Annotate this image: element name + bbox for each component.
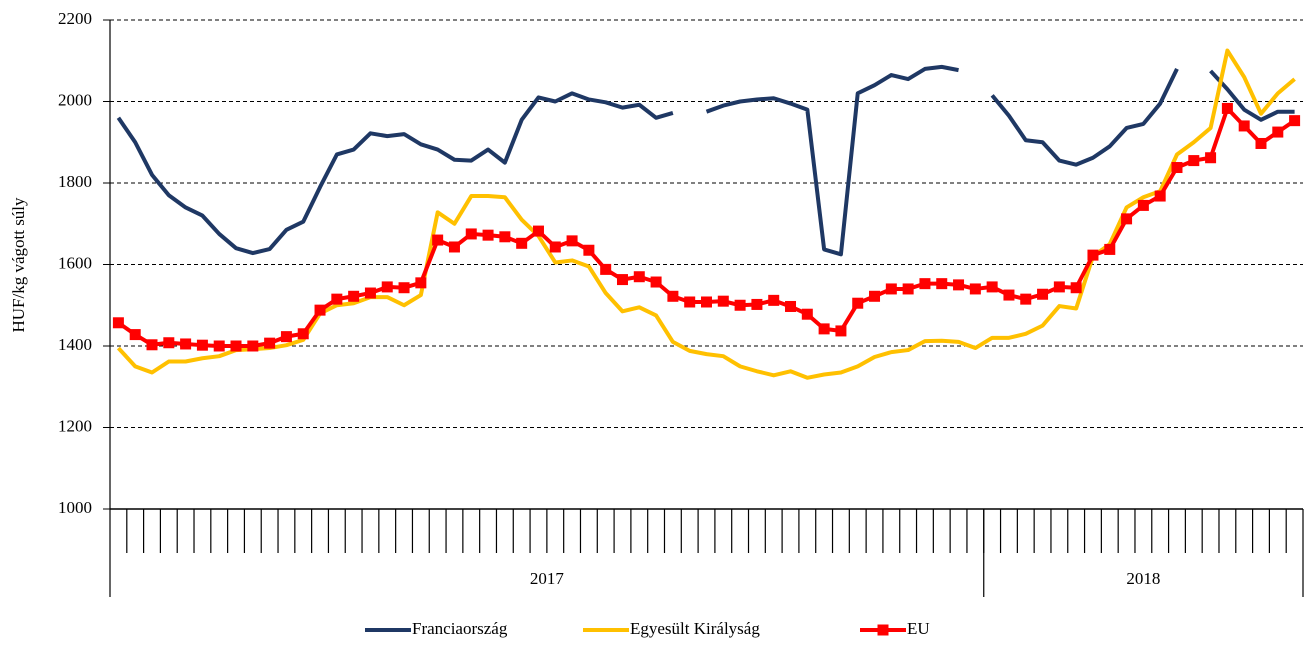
- data-point: [1070, 282, 1082, 294]
- data-point: [768, 294, 780, 306]
- data-point: [381, 281, 393, 293]
- data-point: [1037, 288, 1049, 300]
- data-point: [869, 290, 881, 302]
- data-point: [701, 296, 712, 308]
- data-point: [1053, 281, 1065, 293]
- data-point: [1137, 199, 1149, 211]
- legend-marker: [877, 624, 889, 636]
- data-point: [264, 337, 276, 349]
- data-point: [1171, 162, 1183, 174]
- y-tick-label: 2000: [58, 90, 92, 109]
- data-point: [112, 317, 124, 329]
- data-point: [331, 293, 343, 305]
- data-point: [180, 338, 192, 350]
- data-point: [230, 340, 242, 352]
- data-point: [1238, 120, 1250, 132]
- data-point: [852, 297, 864, 309]
- data-point: [1020, 293, 1032, 305]
- data-point: [499, 231, 511, 243]
- data-point: [583, 244, 595, 256]
- data-point: [1003, 289, 1015, 301]
- data-point: [1188, 155, 1200, 167]
- data-point: [969, 283, 981, 295]
- data-point: [785, 300, 797, 312]
- data-point: [1154, 190, 1166, 202]
- data-point: [247, 340, 259, 352]
- data-point: [919, 278, 931, 290]
- series-line: [116, 64, 1295, 257]
- data-point: [348, 290, 360, 302]
- data-point: [801, 308, 813, 320]
- data-point: [1121, 213, 1133, 225]
- data-point: [902, 283, 914, 295]
- data-point: [163, 337, 175, 349]
- data-point: [398, 282, 410, 294]
- series-line: [116, 48, 1296, 380]
- data-point: [532, 225, 544, 237]
- y-tick-label: 1600: [58, 253, 92, 272]
- data-point: [616, 274, 628, 286]
- data-point: [465, 228, 477, 240]
- data-point: [818, 323, 830, 335]
- y-tick-label: 2200: [58, 9, 92, 28]
- data-point: [1087, 249, 1099, 261]
- data-point: [516, 237, 528, 249]
- data-point: [129, 329, 141, 341]
- data-point: [986, 281, 998, 293]
- data-point: [835, 325, 847, 337]
- data-point: [650, 276, 662, 288]
- data-point: [448, 241, 460, 253]
- y-tick-label: 1800: [58, 172, 92, 191]
- data-point: [196, 339, 208, 351]
- data-point: [717, 295, 729, 307]
- data-point: [364, 287, 376, 299]
- legend-label: Egyesült Királyság: [630, 619, 760, 638]
- data-point: [751, 298, 763, 310]
- data-point: [549, 241, 561, 253]
- data-point: [1221, 102, 1233, 114]
- data-point: [415, 277, 427, 289]
- year-label: 2018: [1126, 569, 1160, 588]
- y-axis-label: HUF/kg vágott súly: [9, 197, 28, 333]
- data-point: [482, 229, 494, 241]
- data-point: [936, 278, 948, 290]
- data-point: [566, 235, 578, 247]
- data-point: [297, 328, 309, 340]
- y-tick-label: 1000: [58, 498, 92, 517]
- data-point: [432, 234, 444, 246]
- data-point: [213, 340, 225, 352]
- legend-label: EU: [907, 619, 930, 638]
- data-point: [1272, 126, 1284, 138]
- data-point: [314, 304, 326, 316]
- legend-label: Franciaország: [412, 619, 508, 638]
- y-tick-label: 1200: [58, 416, 92, 435]
- data-point: [953, 279, 965, 291]
- data-point: [633, 271, 645, 283]
- data-point: [885, 283, 897, 295]
- data-point: [667, 290, 679, 302]
- year-label: 2017: [530, 569, 565, 588]
- data-point: [600, 263, 612, 275]
- data-point: [1289, 115, 1301, 127]
- data-point: [280, 331, 292, 343]
- data-point: [146, 339, 158, 351]
- y-tick-label: 1400: [58, 335, 92, 354]
- data-point: [1255, 137, 1267, 149]
- data-point: [684, 296, 696, 308]
- data-point: [1205, 152, 1217, 164]
- data-point: [1104, 243, 1116, 255]
- data-point: [734, 299, 746, 311]
